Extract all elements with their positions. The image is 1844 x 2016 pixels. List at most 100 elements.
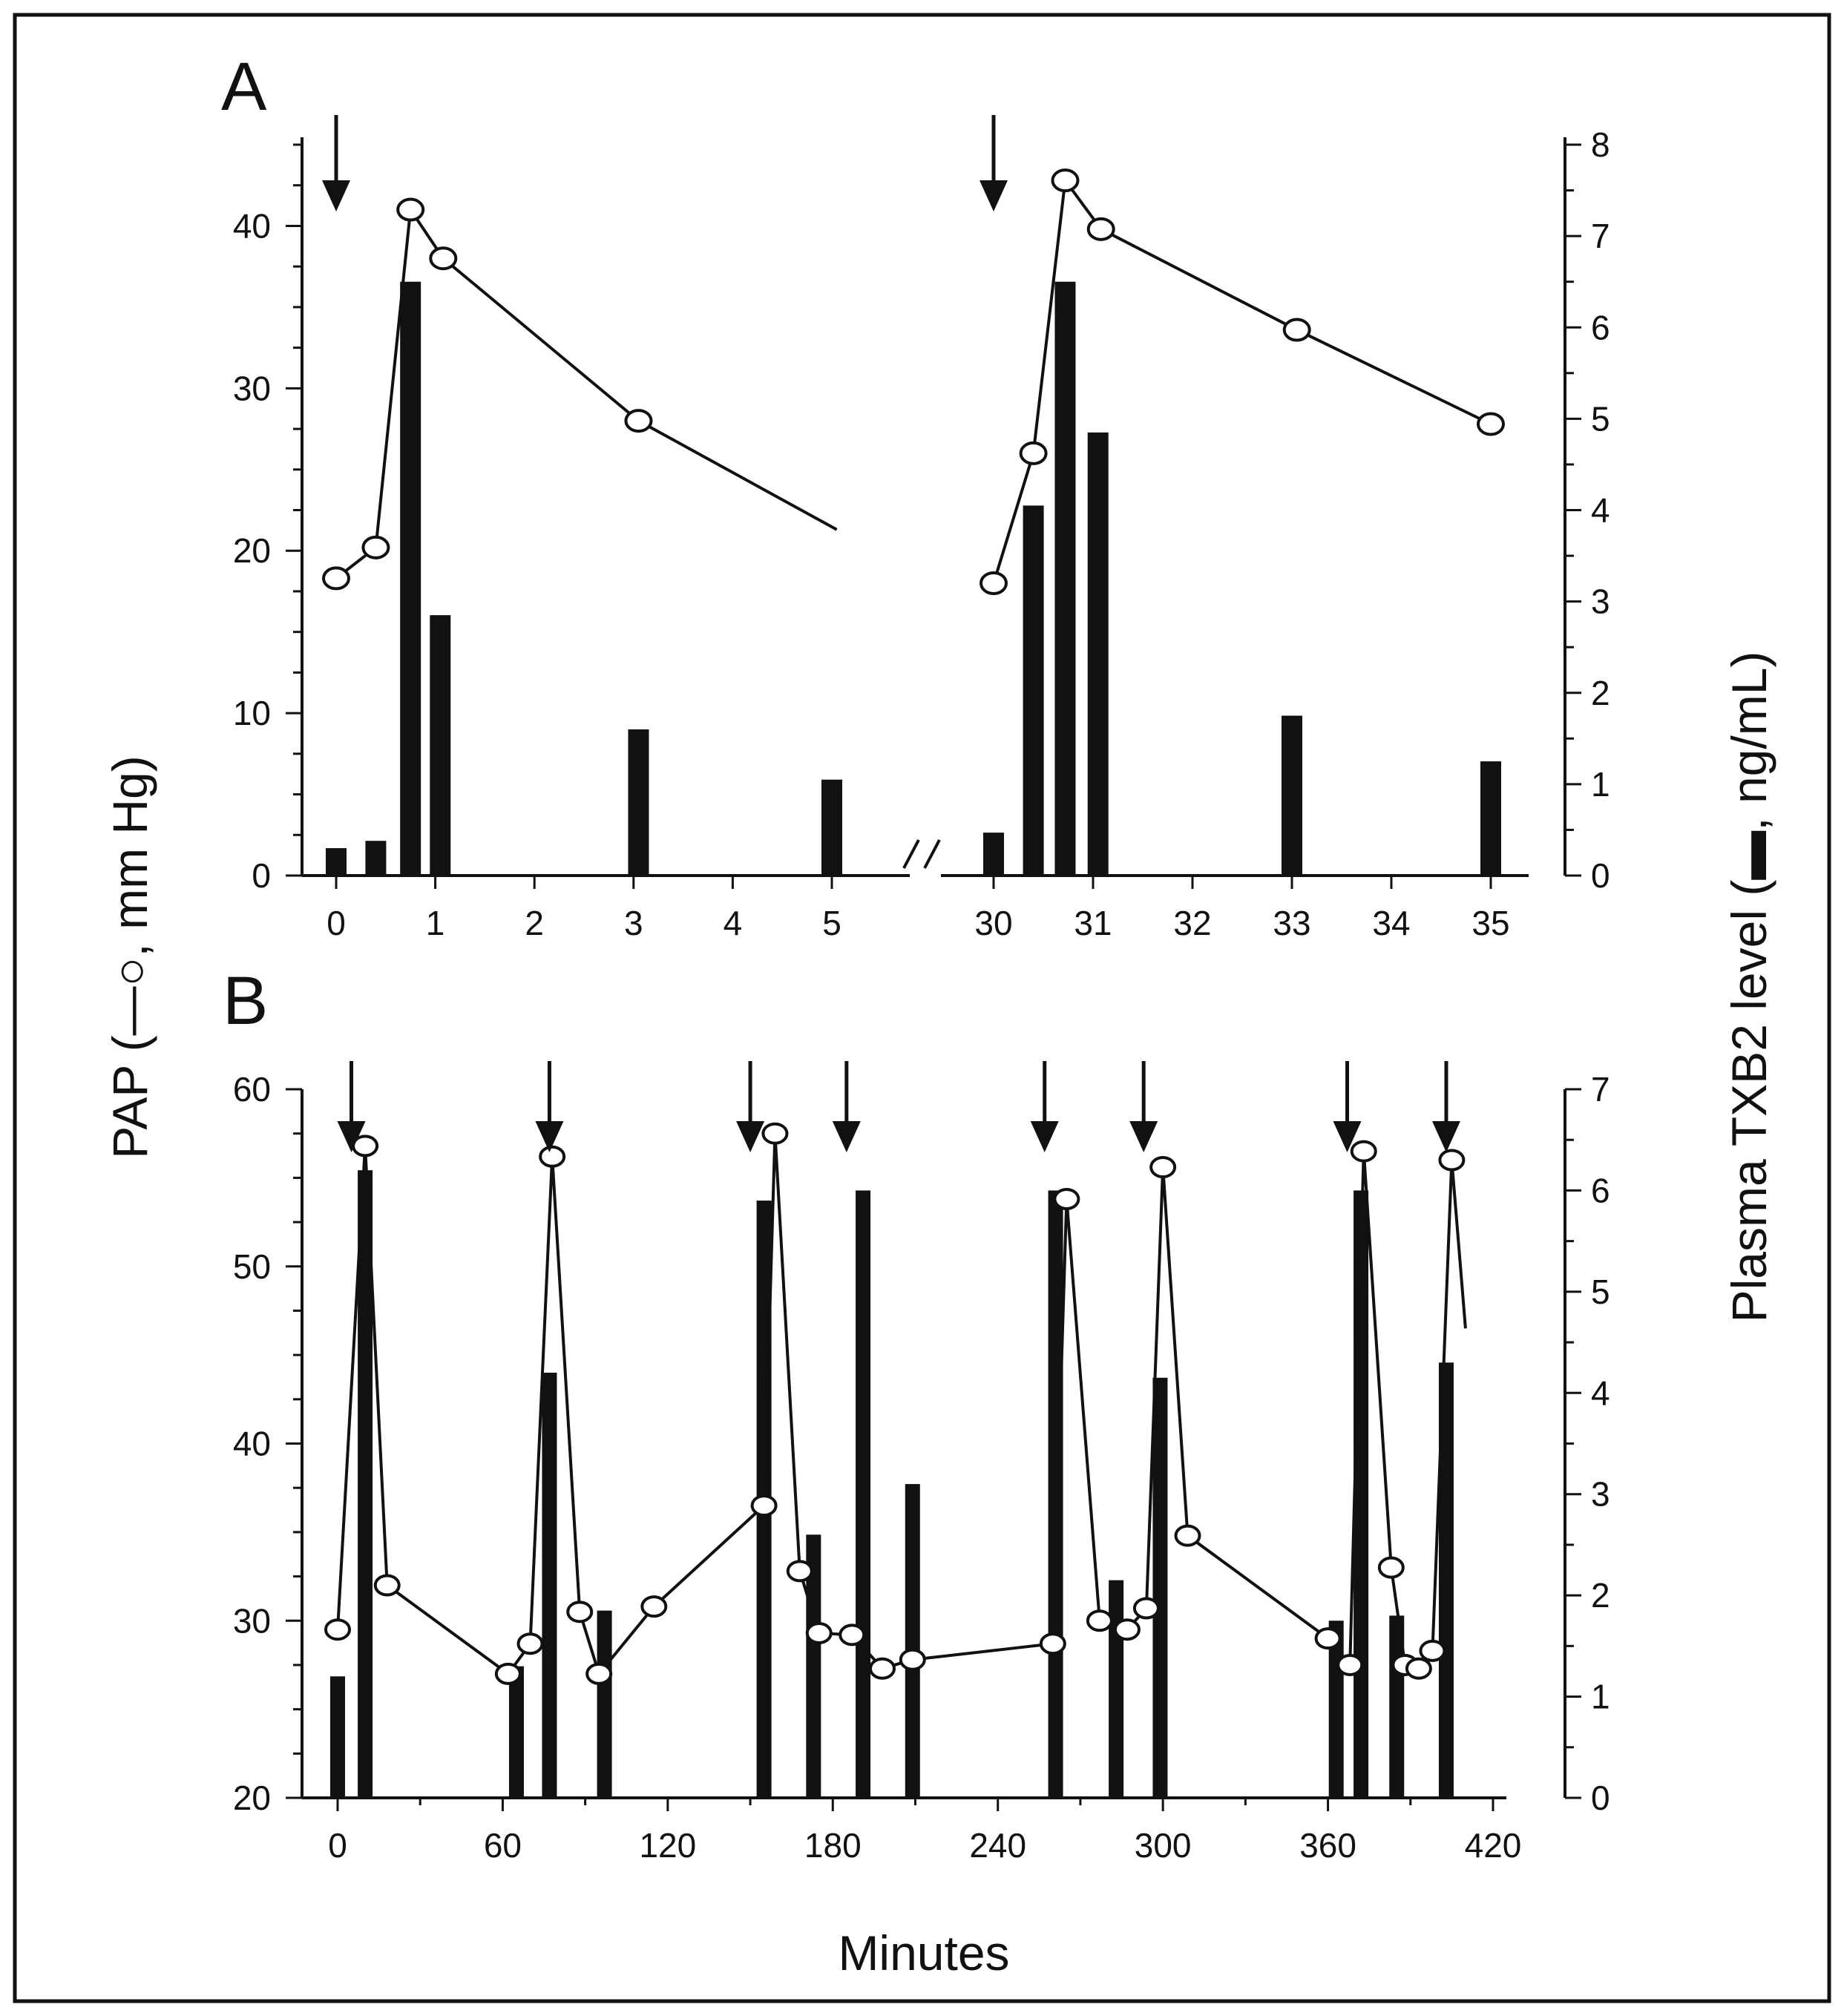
panel-b-pap-point (1377, 1556, 1405, 1579)
panel-a-txb2-bar (1023, 505, 1044, 876)
panel-b-injection-arrow-head (1030, 1121, 1059, 1152)
panel-b-pap-point (750, 1494, 778, 1517)
panel-label-a: A (221, 49, 267, 125)
panel-a-y-tick-label-left: 20 (233, 531, 271, 570)
panel-b-x-tick-label: 420 (1465, 1826, 1522, 1865)
panel-a-txb2-bar (628, 729, 649, 876)
panel-b-x-tick-label: 0 (328, 1826, 347, 1865)
panel-b-pap-point (1419, 1639, 1446, 1662)
panel-b-y-tick-label-left: 40 (233, 1425, 271, 1463)
panel-b-injection-arrow-head (535, 1121, 564, 1152)
panel-a-txb2-bar (365, 841, 387, 876)
panel-b-pap-point (516, 1632, 544, 1655)
panel-b-injection-arrow (337, 1061, 366, 1152)
panel-b-pap-point (899, 1648, 926, 1671)
panel-b-y-tick-label-right: 3 (1591, 1475, 1610, 1514)
panel-a-axis-break-mark (902, 839, 920, 869)
panel-a-y-tick-label-right: 1 (1591, 765, 1610, 804)
panel-b-injection-arrow-head (1129, 1121, 1158, 1152)
panel-a-pap-point (361, 535, 390, 559)
panel-b-injection-arrow (535, 1061, 564, 1152)
panel-a-y-tick-label-left: 10 (233, 694, 271, 732)
panel-a-pap-point (429, 246, 458, 271)
panel-b-pap-point (805, 1621, 833, 1644)
panel-a-y-tick-label-right: 7 (1591, 217, 1610, 255)
panel-b-injection-arrow (1129, 1061, 1158, 1152)
panel-a-pap-point (1282, 318, 1311, 342)
panel-b-y-tick-label-right: 6 (1591, 1171, 1610, 1209)
panel-b-x-tick-label: 300 (1135, 1826, 1192, 1865)
panel-b-y-tick-label-right: 7 (1591, 1070, 1610, 1109)
panel-b-y-tick-label-left: 60 (233, 1070, 271, 1109)
panel-a-x-tick-label: 0 (327, 904, 346, 942)
panel-a-y-tick-label-right: 4 (1591, 491, 1610, 530)
panel-label-b: B (223, 963, 268, 1039)
panel-b-injection-arrow (832, 1061, 861, 1152)
panel-b-x-tick-label: 360 (1299, 1826, 1356, 1865)
panel-b-y-tick-label-right: 1 (1591, 1678, 1610, 1716)
panel-a-pap-point (1019, 441, 1048, 465)
panel-b-y-tick-label-right: 4 (1591, 1373, 1610, 1412)
panel-a-x-tick-label: 3 (624, 904, 643, 942)
x-axis-title: Minutes (838, 1925, 1009, 1980)
panel-b-pap-point (839, 1623, 866, 1646)
panel-a-txb2-bar (1087, 432, 1109, 876)
panel-a-y-tick-label-right: 5 (1591, 399, 1610, 438)
panel-a-txb2-bar (1282, 715, 1302, 876)
panel-b-pap-point (761, 1122, 789, 1145)
panel-b-txb2-bar (508, 1666, 524, 1798)
panel-a-x-tick-label: 30 (974, 904, 1012, 942)
panel-b-x-tick-label: 180 (804, 1826, 862, 1865)
panel-a-pap-point (1086, 217, 1115, 241)
panel-b-x-tick-label: 240 (969, 1826, 1026, 1865)
panel-b-txb2-bar (542, 1373, 557, 1798)
panel-b-injection-arrow (1333, 1061, 1362, 1152)
panel-a-txb2-bar (430, 615, 451, 876)
panel-a-x-tick-label: 33 (1273, 904, 1310, 942)
panel-b-pap-point (1149, 1156, 1177, 1179)
panel-a-y-tick-label-left: 0 (252, 856, 271, 895)
panel-b-pap-point (1053, 1188, 1080, 1211)
panel-b-pap-point (1039, 1632, 1066, 1655)
panel-b-txb2-bar (597, 1610, 612, 1798)
panel-b-injection-arrow-head (337, 1121, 366, 1152)
panel-b-pap-point (373, 1574, 401, 1597)
panel-b-injection-arrow-head (832, 1121, 861, 1152)
panel-b-txb2-bar (330, 1676, 345, 1798)
figure-frame (13, 13, 1831, 2003)
panel-a-injection-arrow (322, 115, 350, 211)
panel-b-txb2-bar (1109, 1580, 1124, 1798)
panel-b-pap-point (1086, 1609, 1113, 1632)
panel-b-chart: 20 30 40 50 60 0 1 2 3 4 5 6 7 0 60 120 180 240 300 360 420 (233, 1061, 1610, 1865)
panel-b-txb2-bar (905, 1484, 920, 1798)
panel-b-txb2-bar (856, 1190, 871, 1798)
panel-b-y-tick-label-right: 2 (1591, 1576, 1610, 1615)
panel-a-pap-point (980, 571, 1008, 595)
panel-b-txb2-bar (1152, 1377, 1168, 1798)
panel-b-pap-point (1174, 1524, 1201, 1547)
panel-b-pap-point (1132, 1597, 1160, 1620)
panel-b-y-tick-label-left: 50 (233, 1247, 271, 1286)
panel-b-y-tick-label-left: 30 (233, 1601, 271, 1640)
panel-a-injection-arrow-head (322, 180, 350, 211)
panel-b-pap-point (1314, 1627, 1342, 1650)
panel-a-x-tick-label: 1 (426, 904, 445, 942)
panel-b-txb2-bar (358, 1170, 373, 1798)
panel-a-pap-point (396, 197, 425, 222)
panel-b-injection-arrow (1431, 1061, 1460, 1152)
panel-a-y-tick-label-right: 0 (1591, 856, 1610, 895)
panel-a-y-tick-label-right: 8 (1591, 125, 1610, 164)
panel-a-y-tick-label-left: 30 (233, 369, 271, 407)
y-axis-title-right: Plasma TXB2 level (▬, ng/mL) (1722, 651, 1776, 1323)
panel-b-pap-point (585, 1662, 613, 1685)
panel-b-injection-arrow (1030, 1061, 1059, 1152)
panel-b-pap-point (786, 1560, 813, 1583)
panel-a-x-tick-label: 32 (1173, 904, 1211, 942)
panel-b-pap-point (1113, 1618, 1141, 1641)
panel-b-pap-line (336, 1133, 1467, 1678)
panel-a-x-tick-label: 35 (1471, 904, 1509, 942)
panel-b-pap-point (1336, 1653, 1364, 1676)
panel-b-x-tick-label: 120 (639, 1826, 696, 1865)
